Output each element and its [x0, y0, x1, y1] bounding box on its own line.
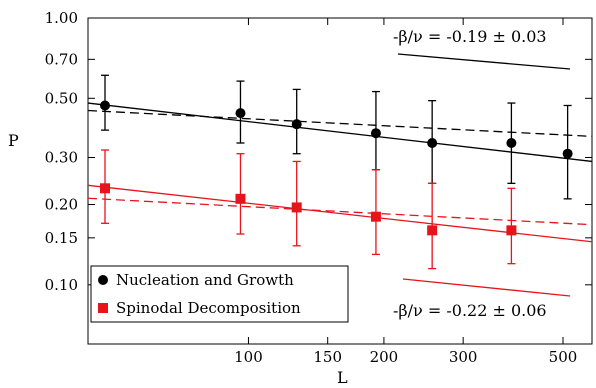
y-tick-label-1: 0.15 — [45, 229, 78, 247]
legend-box — [90, 265, 349, 323]
slope-reference-line-0 — [397, 53, 571, 70]
data-point-s1-5 — [506, 225, 517, 236]
fit-dashed-series-0 — [87, 109, 593, 138]
y-tick-label-3: 0.30 — [45, 149, 78, 167]
y-tick-label-4: 0.50 — [45, 89, 78, 107]
x-tick-label-4: 500 — [549, 348, 578, 366]
legend-marker-spinodal — [98, 303, 108, 313]
annotations: -β/ν = -0.19 ± 0.03 -β/ν = -0.22 ± 0.06 — [393, 27, 571, 320]
slope-annotation-1: -β/ν = -0.22 ± 0.06 — [393, 301, 547, 320]
data-point-s1-3 — [370, 211, 381, 222]
fit-dashed-series-1 — [87, 197, 593, 226]
x-tick-label-2: 200 — [370, 348, 399, 366]
legend-marker-nucleation — [98, 275, 108, 285]
legend: Nucleation and Growth Spinodal Decomposi… — [90, 265, 349, 323]
x-tick-label-3: 300 — [449, 348, 478, 366]
y-axis-label: P — [8, 131, 19, 150]
fit-solid-series-0 — [87, 102, 593, 163]
data-point-s0-2 — [291, 119, 302, 130]
axis-ticks: 0.10 0.15 0.20 0.30 0.50 0.70 1.00 100 150 200 300… — [45, 9, 592, 366]
x-tick-label-1: 150 — [313, 348, 342, 366]
x-tick-label-0: 100 — [234, 348, 263, 366]
x-axis-label: L — [337, 368, 348, 387]
data-point-s1-0 — [100, 183, 111, 194]
y-tick-label-6: 1.00 — [45, 9, 78, 27]
data-point-s0-6 — [562, 148, 573, 159]
slope-annotation-0: -β/ν = -0.19 ± 0.03 — [393, 27, 547, 46]
data-point-s0-1 — [235, 108, 246, 119]
data-point-s1-4 — [427, 225, 438, 236]
slope-reference-line-1 — [402, 278, 571, 297]
data-point-s1-1 — [235, 193, 246, 204]
data-points — [100, 100, 573, 236]
data-point-s0-0 — [100, 100, 111, 111]
plot-frame — [87, 17, 593, 345]
y-tick-label-0: 0.10 — [45, 276, 78, 294]
error-bars — [101, 74, 572, 270]
fit-lines — [87, 102, 593, 243]
data-point-s0-5 — [506, 138, 517, 149]
y-tick-label-5: 0.70 — [45, 50, 78, 68]
data-point-s0-4 — [427, 138, 438, 149]
legend-label-nucleation: Nucleation and Growth — [116, 271, 294, 289]
data-point-s0-3 — [370, 128, 381, 139]
data-point-s1-2 — [291, 202, 302, 213]
legend-label-spinodal: Spinodal Decomposition — [116, 299, 301, 317]
y-tick-label-2: 0.20 — [45, 195, 78, 213]
